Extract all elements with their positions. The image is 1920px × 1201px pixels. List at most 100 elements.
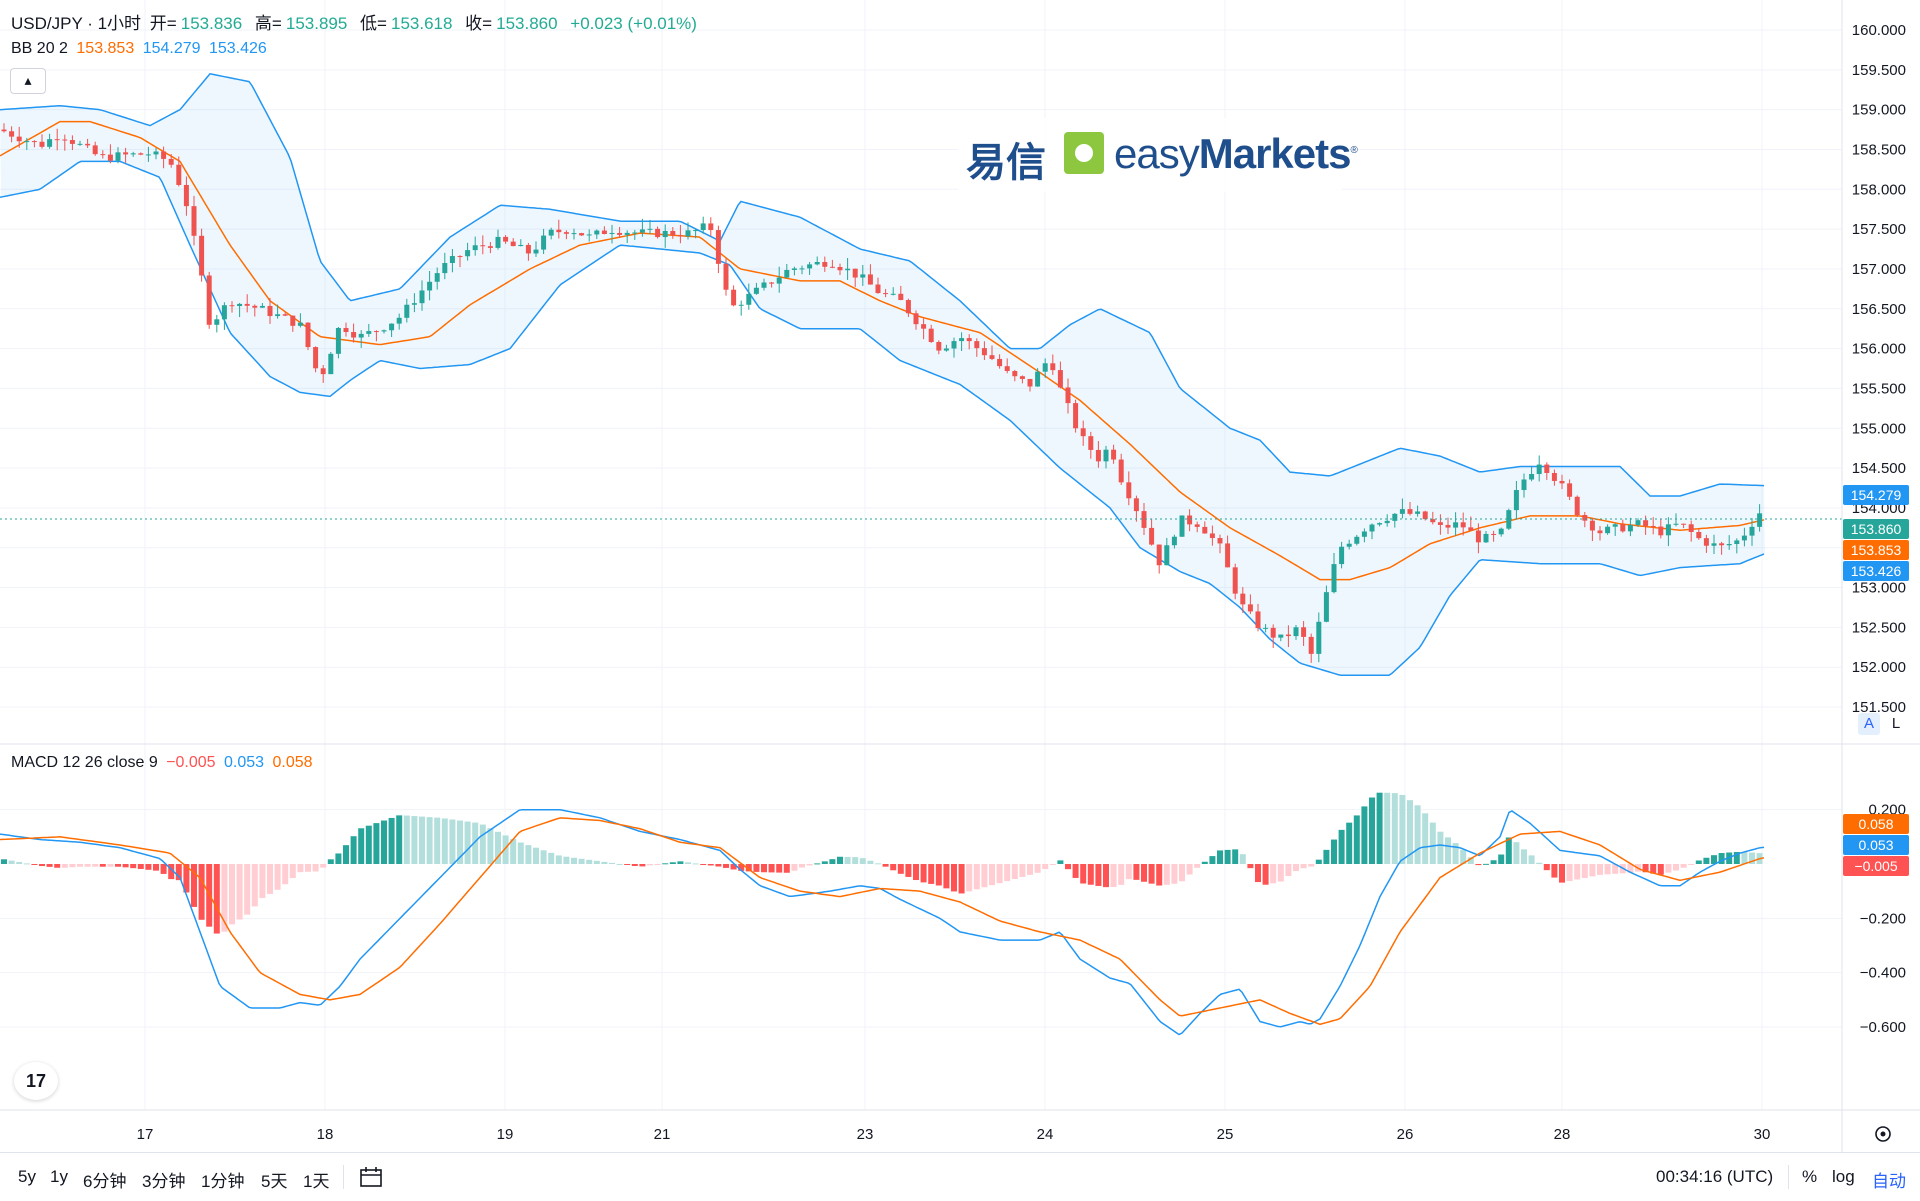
candle-body — [974, 341, 980, 349]
candle-body — [913, 313, 919, 325]
time-axis-label: 28 — [1554, 1126, 1571, 1143]
macd-histogram-bar — [890, 864, 897, 871]
macd-histogram-bar — [753, 864, 760, 872]
bollinger-upper-line — [0, 72, 1765, 497]
candle-body — [1726, 544, 1732, 546]
macd-histogram-bar — [791, 864, 798, 871]
timeframe-1min[interactable]: 1分钟 — [201, 1172, 245, 1191]
candle-body — [829, 266, 835, 268]
candle-body — [1255, 611, 1261, 629]
macd-histogram-bar — [867, 860, 874, 864]
macd-hist-value: −0.005 — [166, 754, 216, 771]
candle-body — [1, 129, 7, 132]
candle-body — [556, 229, 562, 233]
candle-body — [890, 293, 896, 295]
candle-body — [943, 348, 949, 351]
macd-histogram-bar — [115, 864, 121, 867]
candle-body — [981, 348, 987, 356]
candle-body — [1149, 527, 1155, 545]
macd-histogram-bar — [1163, 864, 1170, 885]
macd-histogram-bar — [586, 859, 593, 864]
price-badge — [1843, 519, 1909, 539]
candle-body — [214, 319, 220, 325]
timeframe-1d[interactable]: 1天 — [303, 1172, 330, 1191]
candle-body — [206, 275, 212, 325]
macd-histogram-bar — [1703, 857, 1710, 864]
macd-histogram-bar — [677, 861, 684, 864]
candle-body — [62, 139, 68, 141]
macd-histogram-bar — [920, 864, 927, 883]
log-scale-toggle[interactable]: log — [1832, 1167, 1855, 1186]
auto-scale-button[interactable]: A — [1858, 713, 1880, 735]
macd-histogram-bar — [495, 831, 501, 864]
candle-body — [1475, 530, 1481, 543]
gear-icon[interactable] — [1875, 1126, 1891, 1142]
macd-histogram-bar — [1148, 864, 1155, 884]
macd-histogram-bar — [776, 864, 783, 873]
candle-body — [617, 232, 623, 235]
time-axis[interactable]: 17 18 19 21 23 24 25 26 28 30 — [0, 1109, 1920, 1143]
candle-body — [1225, 543, 1231, 568]
macd-histogram-bar — [1285, 864, 1292, 877]
macd-histogram-bar — [1315, 859, 1322, 864]
chart-canvas[interactable]: 160.000 159.500 159.000 158.500 158.000 157.5… — [0, 0, 1920, 1152]
collapse-legend-button[interactable]: ▴ — [10, 68, 46, 94]
macd-histogram-bar — [289, 864, 296, 879]
macd-histogram-bar — [1376, 792, 1383, 864]
macd-histogram-bar — [533, 847, 539, 864]
macd-legend[interactable]: MACD 12 26 close 9 −0.005 0.053 0.058 — [11, 754, 317, 772]
macd-histogram-bar — [1011, 864, 1018, 879]
timeframe-1y[interactable]: 1y — [50, 1167, 68, 1186]
candle-body — [1688, 524, 1694, 532]
macd-badge — [1843, 814, 1909, 834]
candle-body — [335, 327, 341, 354]
macd-axis-label: −0.400 — [1860, 965, 1906, 982]
price-axis-label: 152.500 — [1852, 619, 1906, 636]
macd-histogram-bar — [1019, 864, 1026, 877]
candle-body — [396, 317, 402, 324]
candle-body — [533, 249, 539, 254]
macd-histogram-bar — [799, 864, 805, 868]
macd-histogram-bar — [16, 862, 23, 864]
symbol-title[interactable]: USD/JPY · 1小时 — [11, 14, 142, 33]
timeframe-3min[interactable]: 3分钟 — [142, 1172, 186, 1191]
auto-scale-toggle[interactable]: 自动 — [1872, 1172, 1906, 1191]
calendar-icon[interactable] — [358, 1165, 384, 1189]
macd-histogram-bar — [1597, 864, 1603, 875]
macd-histogram-bar — [1217, 850, 1223, 864]
macd-histogram-bar — [692, 863, 699, 865]
macd-histogram-bar — [1323, 849, 1330, 864]
timeframe-5y[interactable]: 5y — [18, 1167, 36, 1186]
macd-histogram-bar — [1407, 800, 1413, 864]
candle-body — [1612, 524, 1618, 527]
candle-body — [548, 229, 554, 236]
price-axis[interactable]: 160.000 159.500 159.000 158.500 158.000 157.5… — [1843, 22, 1909, 716]
macd-histogram-bar — [951, 864, 957, 892]
tradingview-logo-icon[interactable]: 17 — [14, 1062, 58, 1100]
candle-body — [427, 281, 433, 291]
candle-body — [1703, 538, 1709, 546]
percent-scale-toggle[interactable]: % — [1802, 1167, 1818, 1186]
candle-body — [905, 300, 911, 314]
candle-body — [746, 293, 752, 305]
bollinger-legend[interactable]: BB 20 2 153.853 154.279 153.426 — [11, 40, 271, 58]
candle-body — [1650, 525, 1656, 527]
timeframe-5d[interactable]: 5天 — [261, 1172, 288, 1191]
candle-body — [1103, 449, 1109, 462]
macd-histogram-bar — [282, 864, 289, 885]
macd-histogram-bar — [1749, 852, 1755, 864]
candle-body — [951, 341, 957, 349]
low-label: 低= — [360, 14, 387, 33]
macd-histogram-bar — [39, 864, 45, 867]
macd-histogram-bar — [122, 864, 129, 868]
log-scale-button[interactable]: L — [1891, 715, 1901, 732]
clock-utc[interactable]: 00:34:16 (UTC) — [1656, 1167, 1774, 1186]
candle-body — [1232, 567, 1238, 594]
candle-body — [571, 233, 577, 235]
macd-histogram-bar — [221, 864, 228, 932]
candle-body — [1088, 436, 1094, 450]
candle-body — [1346, 543, 1352, 547]
macd-signal-line — [0, 817, 1765, 1026]
timeframe-6min[interactable]: 6分钟 — [83, 1172, 127, 1191]
